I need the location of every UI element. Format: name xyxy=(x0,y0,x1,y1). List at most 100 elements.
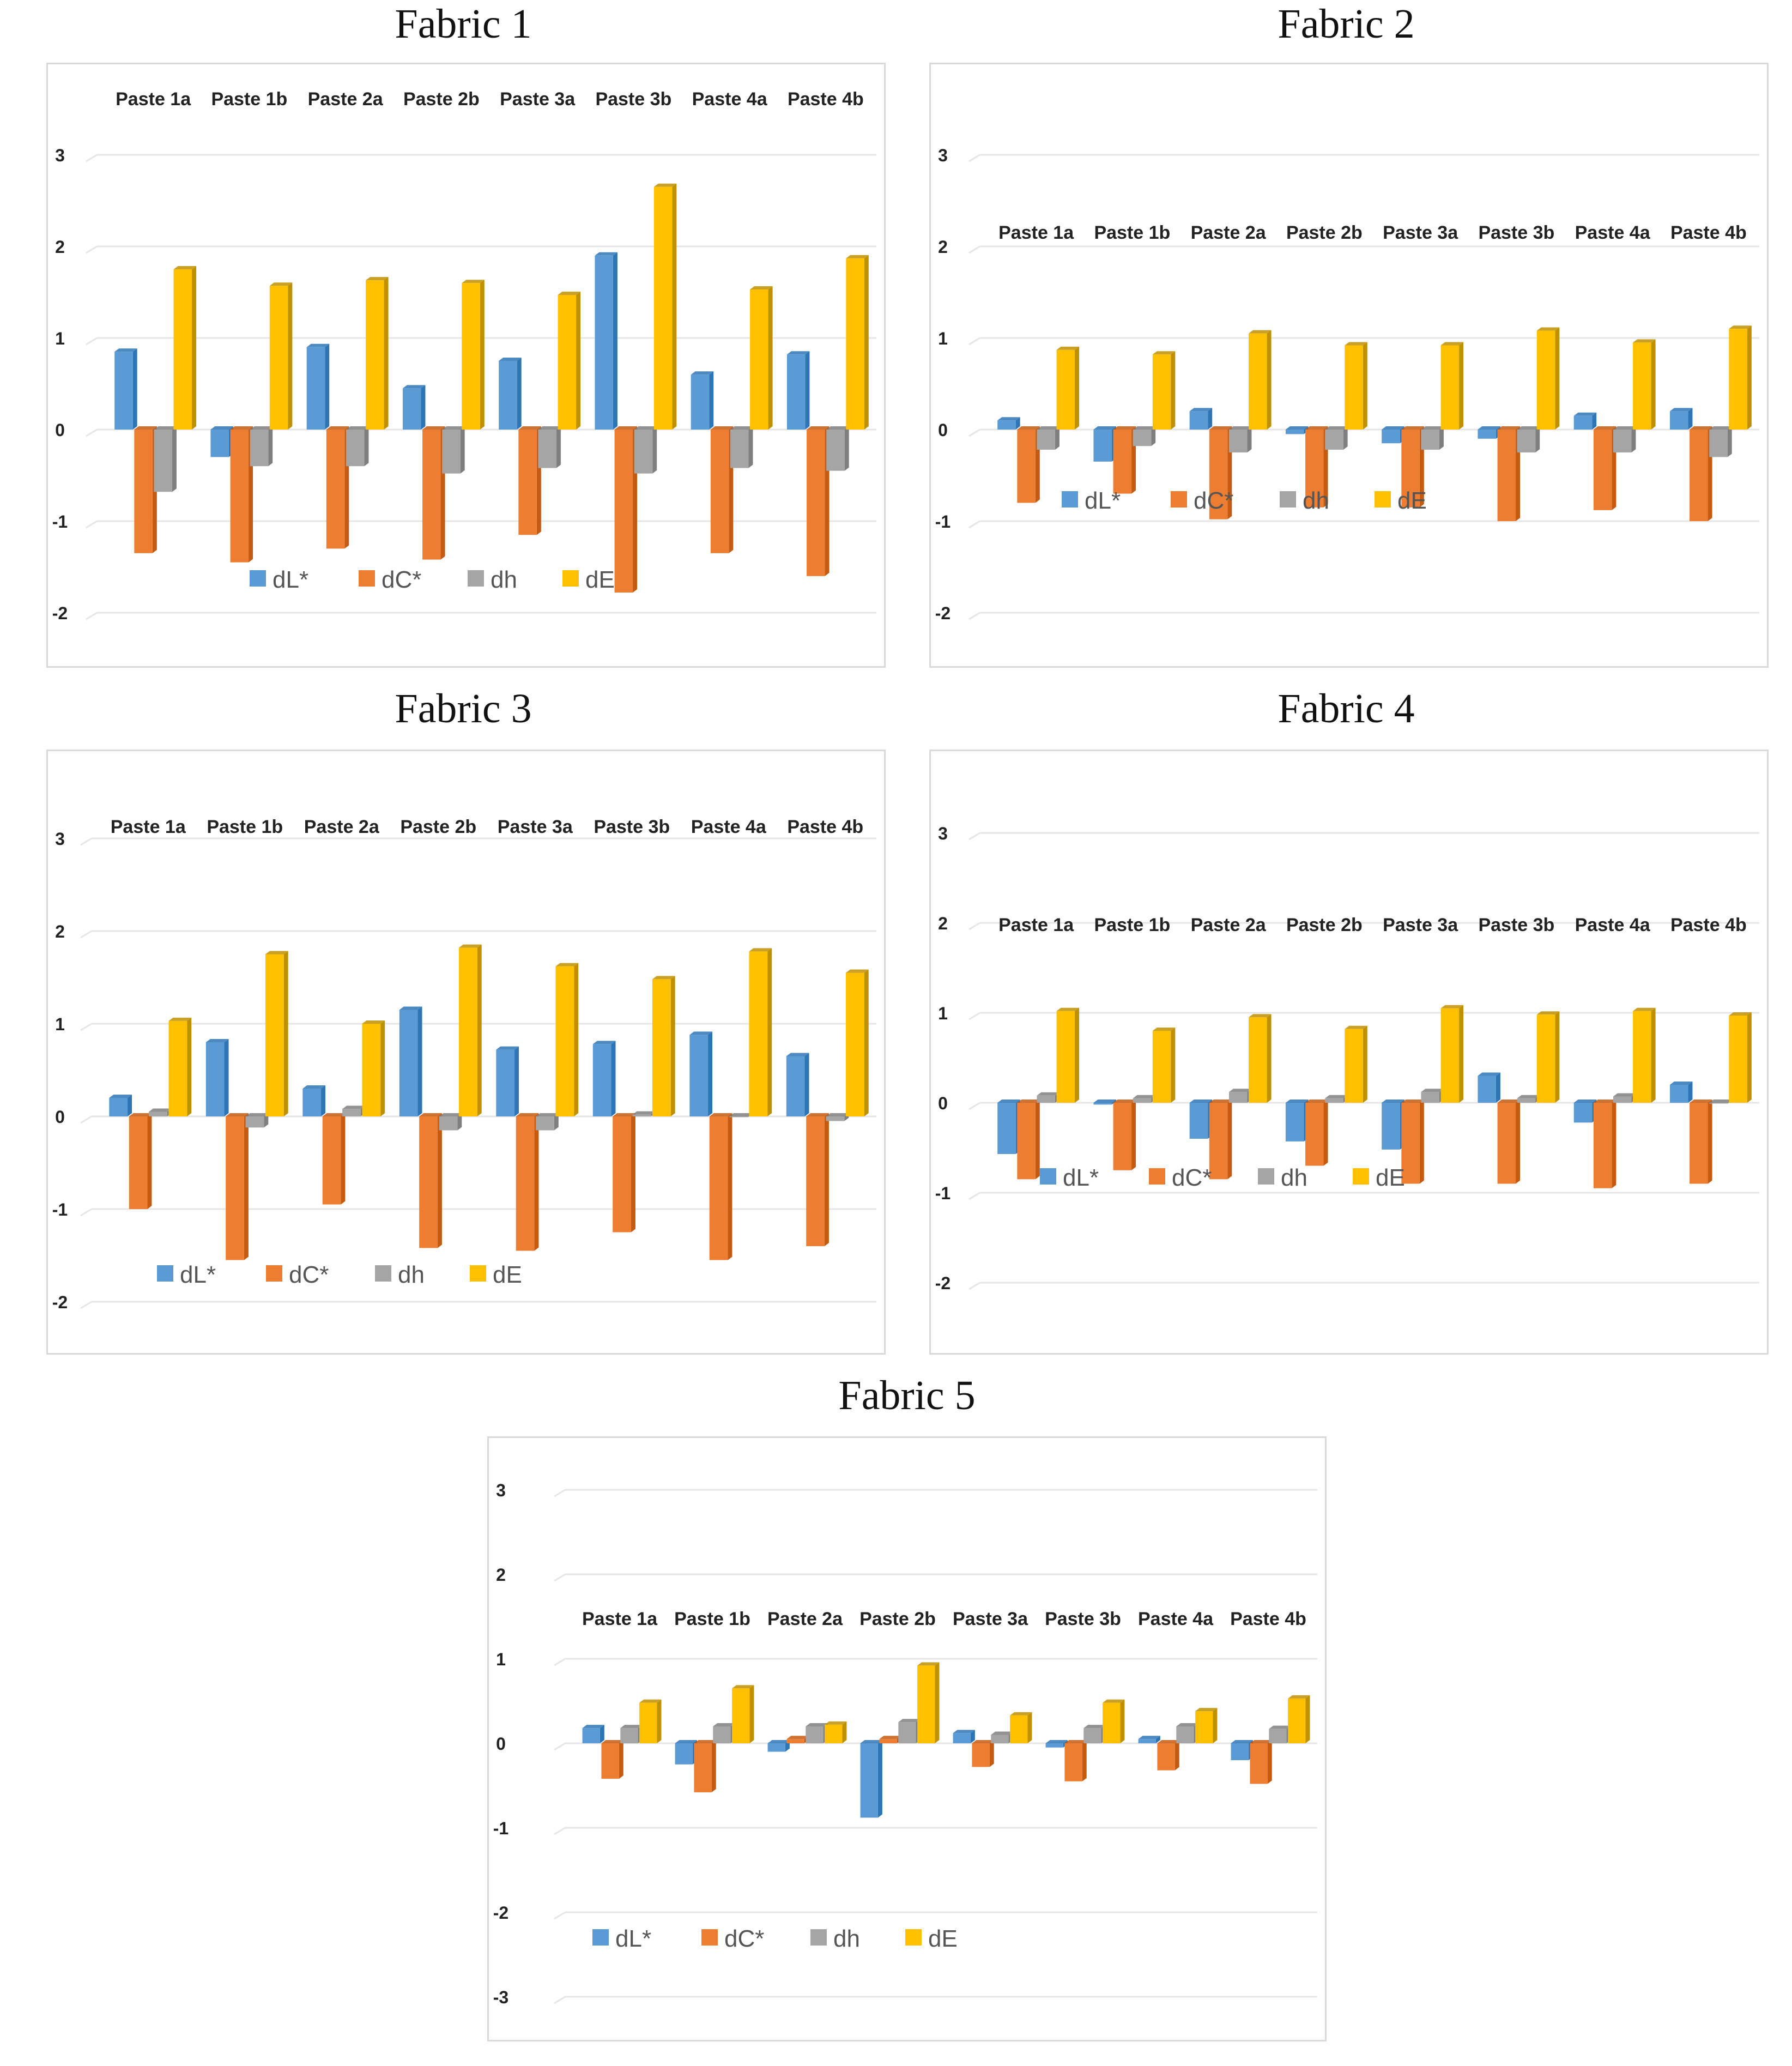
bar-dh-paste-3b xyxy=(1083,1725,1106,1743)
gridline-depth-1 xyxy=(968,1012,980,1020)
bar-dc-star-paste-4a xyxy=(1593,426,1617,510)
bar-dc-star-paste-3a xyxy=(972,1740,994,1767)
y-tick-label: 2 xyxy=(938,914,948,933)
bar-dl-star-paste-2b xyxy=(1285,1100,1309,1141)
fabric-1-title: Fabric 1 xyxy=(395,1,532,47)
legend-swatch-de xyxy=(1375,491,1391,508)
bar-dh-paste-1b xyxy=(713,1723,735,1743)
fabric-3-title: Fabric 3 xyxy=(395,686,532,732)
fabric-5-title: Fabric 5 xyxy=(838,1373,976,1418)
bar-de-paste-3a xyxy=(555,963,579,1116)
category-label-paste-3a: Paste 3a xyxy=(1383,222,1458,243)
category-label-paste-3b: Paste 3b xyxy=(1478,222,1554,243)
bar-dl-star-paste-1b xyxy=(205,1039,229,1116)
bar-dl-star-paste-4a xyxy=(689,1031,713,1116)
legend-item-dh: dh xyxy=(1258,1164,1307,1191)
gridline-depth-1 xyxy=(80,1208,92,1217)
legend-swatch-dc-star xyxy=(266,1265,282,1282)
bar-dc-star-paste-3a xyxy=(518,426,541,535)
legend-item-de: dE xyxy=(905,1925,958,1952)
bar-dl-star-paste-4b xyxy=(786,351,810,430)
category-label-paste-1a: Paste 1a xyxy=(998,915,1074,935)
bar-dh-paste-4a xyxy=(1613,1093,1636,1103)
bar-dc-star-paste-4a xyxy=(1157,1740,1179,1771)
category-label-paste-1a: Paste 1a xyxy=(116,89,191,110)
y-tick-label: 3 xyxy=(55,146,65,165)
bar-dc-star-paste-1b xyxy=(1113,426,1136,494)
bar-dc-star-paste-4b xyxy=(1690,426,1712,521)
category-label-paste-3b: Paste 3b xyxy=(1045,1609,1121,1629)
bar-dc-star-paste-4a xyxy=(1593,1100,1617,1188)
bar-dh-paste-1a xyxy=(1037,426,1060,450)
y-tick-label: -3 xyxy=(493,1988,508,2007)
bar-dc-star-paste-2b xyxy=(879,1736,901,1743)
bar-dh-paste-2a xyxy=(806,1723,828,1743)
gridline-depth-1 xyxy=(554,1658,566,1666)
bar-dh-paste-1b xyxy=(250,426,273,467)
bar-dl-star-paste-1a xyxy=(582,1725,604,1743)
legend-item-dl-star: dL* xyxy=(1062,487,1121,514)
bar-dl-star-paste-2a xyxy=(306,343,330,430)
bar-dl-star-paste-2b xyxy=(860,1740,882,1818)
bar-dl-star-paste-3a xyxy=(496,1046,519,1116)
bar-dc-star-paste-4b xyxy=(807,426,830,576)
category-label-paste-4a: Paste 4a xyxy=(691,817,767,837)
bar-dl-star-paste-2a xyxy=(1189,408,1213,430)
legend-label-dh: dh xyxy=(1303,487,1329,514)
legend-item-dc-star: dC* xyxy=(1149,1164,1212,1191)
bar-dh-paste-1a xyxy=(154,426,177,492)
gridline-depth-0 xyxy=(86,428,98,437)
bar-dl-star-paste-1a xyxy=(997,417,1020,430)
y-tick-label: -2 xyxy=(935,603,951,623)
category-label-paste-1b: Paste 1b xyxy=(674,1609,750,1629)
bar-dc-star-paste-3b xyxy=(1497,1100,1521,1184)
gridline-depth-2 xyxy=(968,922,980,931)
category-label-paste-3b: Paste 3b xyxy=(595,89,671,110)
bar-dc-star-paste-2a xyxy=(326,426,349,549)
bar-dl-star-paste-3a xyxy=(499,358,522,430)
legend-label-dl-star: dL* xyxy=(1085,487,1121,514)
bar-dc-star-paste-2b xyxy=(422,426,445,560)
legend-label-de: dE xyxy=(1397,487,1427,514)
legend-label-dh: dh xyxy=(398,1261,425,1288)
fabric-5-svg: 3 2 1 0 -1 -2 -3 Paste 1a Paste 1b Paste 2a Paste … xyxy=(493,1481,1317,2007)
legend-label-dc-star: dC* xyxy=(289,1261,329,1288)
legend-swatch-dl-star xyxy=(592,1929,609,1946)
gridline-depth-2 xyxy=(80,930,92,939)
gridline-depth-1 xyxy=(86,337,98,346)
bar-de-paste-4b xyxy=(845,969,869,1116)
bar-de-paste-4b xyxy=(1729,325,1752,430)
y-tick-label: 2 xyxy=(55,237,65,257)
bar-de-paste-4b xyxy=(846,255,869,430)
bar-dl-star-paste-3b xyxy=(1045,1740,1068,1748)
bar-dc-star-paste-4b xyxy=(1250,1740,1272,1784)
bar-dc-star-paste-1b xyxy=(230,426,253,563)
bar-dh-paste-4a xyxy=(1176,1723,1198,1743)
legend-swatch-dh xyxy=(375,1265,391,1282)
category-label-paste-4b: Paste 4b xyxy=(787,817,863,837)
bar-dl-star-paste-4a xyxy=(1138,1736,1160,1743)
bar-dc-star-paste-2b xyxy=(1305,1100,1328,1166)
bar-de-paste-3a xyxy=(1010,1712,1032,1743)
category-label-paste-1b: Paste 1b xyxy=(1094,915,1170,935)
gridline-depth-2 xyxy=(554,1573,566,1582)
category-label-paste-3a: Paste 3a xyxy=(498,817,573,837)
bar-dc-star-paste-4b xyxy=(806,1113,829,1246)
legend-label-de: dE xyxy=(928,1925,958,1952)
legend-swatch-de xyxy=(1353,1168,1369,1185)
legend-item-dc-star: dC* xyxy=(1171,487,1233,514)
bar-de-paste-1a xyxy=(1056,1007,1080,1103)
legend-label-dc-star: dC* xyxy=(1172,1164,1212,1191)
bar-de-paste-1b xyxy=(1152,1028,1176,1103)
bar-de-paste-3a xyxy=(1440,1005,1464,1103)
bar-de-paste-3b xyxy=(653,183,677,430)
gridline-depth-2 xyxy=(968,612,980,620)
gridline-depth-3 xyxy=(554,1489,566,1497)
bar-dl-star-paste-3a xyxy=(1382,426,1404,444)
bar-de-paste-1a xyxy=(168,1017,192,1116)
category-label-paste-4a: Paste 4a xyxy=(1138,1609,1214,1629)
bar-dh-paste-3a xyxy=(538,426,561,468)
legend-label-dl-star: dL* xyxy=(273,566,308,593)
